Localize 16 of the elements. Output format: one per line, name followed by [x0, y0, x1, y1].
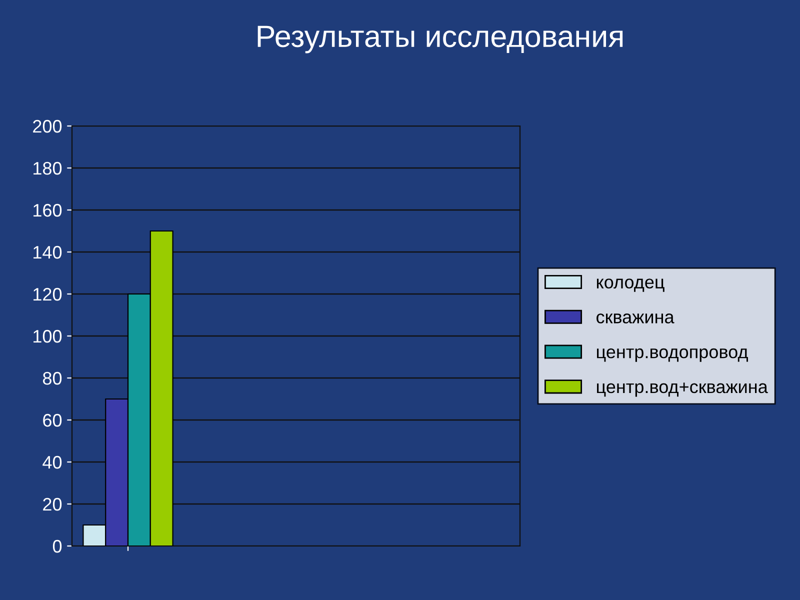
y-tick-label: 140	[34, 246, 62, 259]
y-tick-label: 120	[34, 288, 62, 301]
text: Результаты исследования	[258, 26, 623, 54]
legend-label: центр.вод+скважина	[597, 382, 768, 397]
y-tick-label: 200	[33, 120, 62, 133]
legend-label: колодец	[596, 278, 664, 292]
y-tick-label: 80	[42, 372, 62, 385]
legend-label: центр.водопровод	[597, 348, 748, 362]
y-tick-label: 160	[34, 204, 62, 217]
y-tick-label: 180	[34, 162, 62, 175]
y-tick-label: 0	[52, 540, 62, 553]
y-tick-label: 40	[42, 456, 62, 469]
y-tick-label: 60	[43, 414, 62, 427]
y-tick-label: 20	[43, 498, 62, 511]
y-tick-label: 100	[34, 330, 62, 343]
legend-label: скважина	[596, 314, 674, 324]
